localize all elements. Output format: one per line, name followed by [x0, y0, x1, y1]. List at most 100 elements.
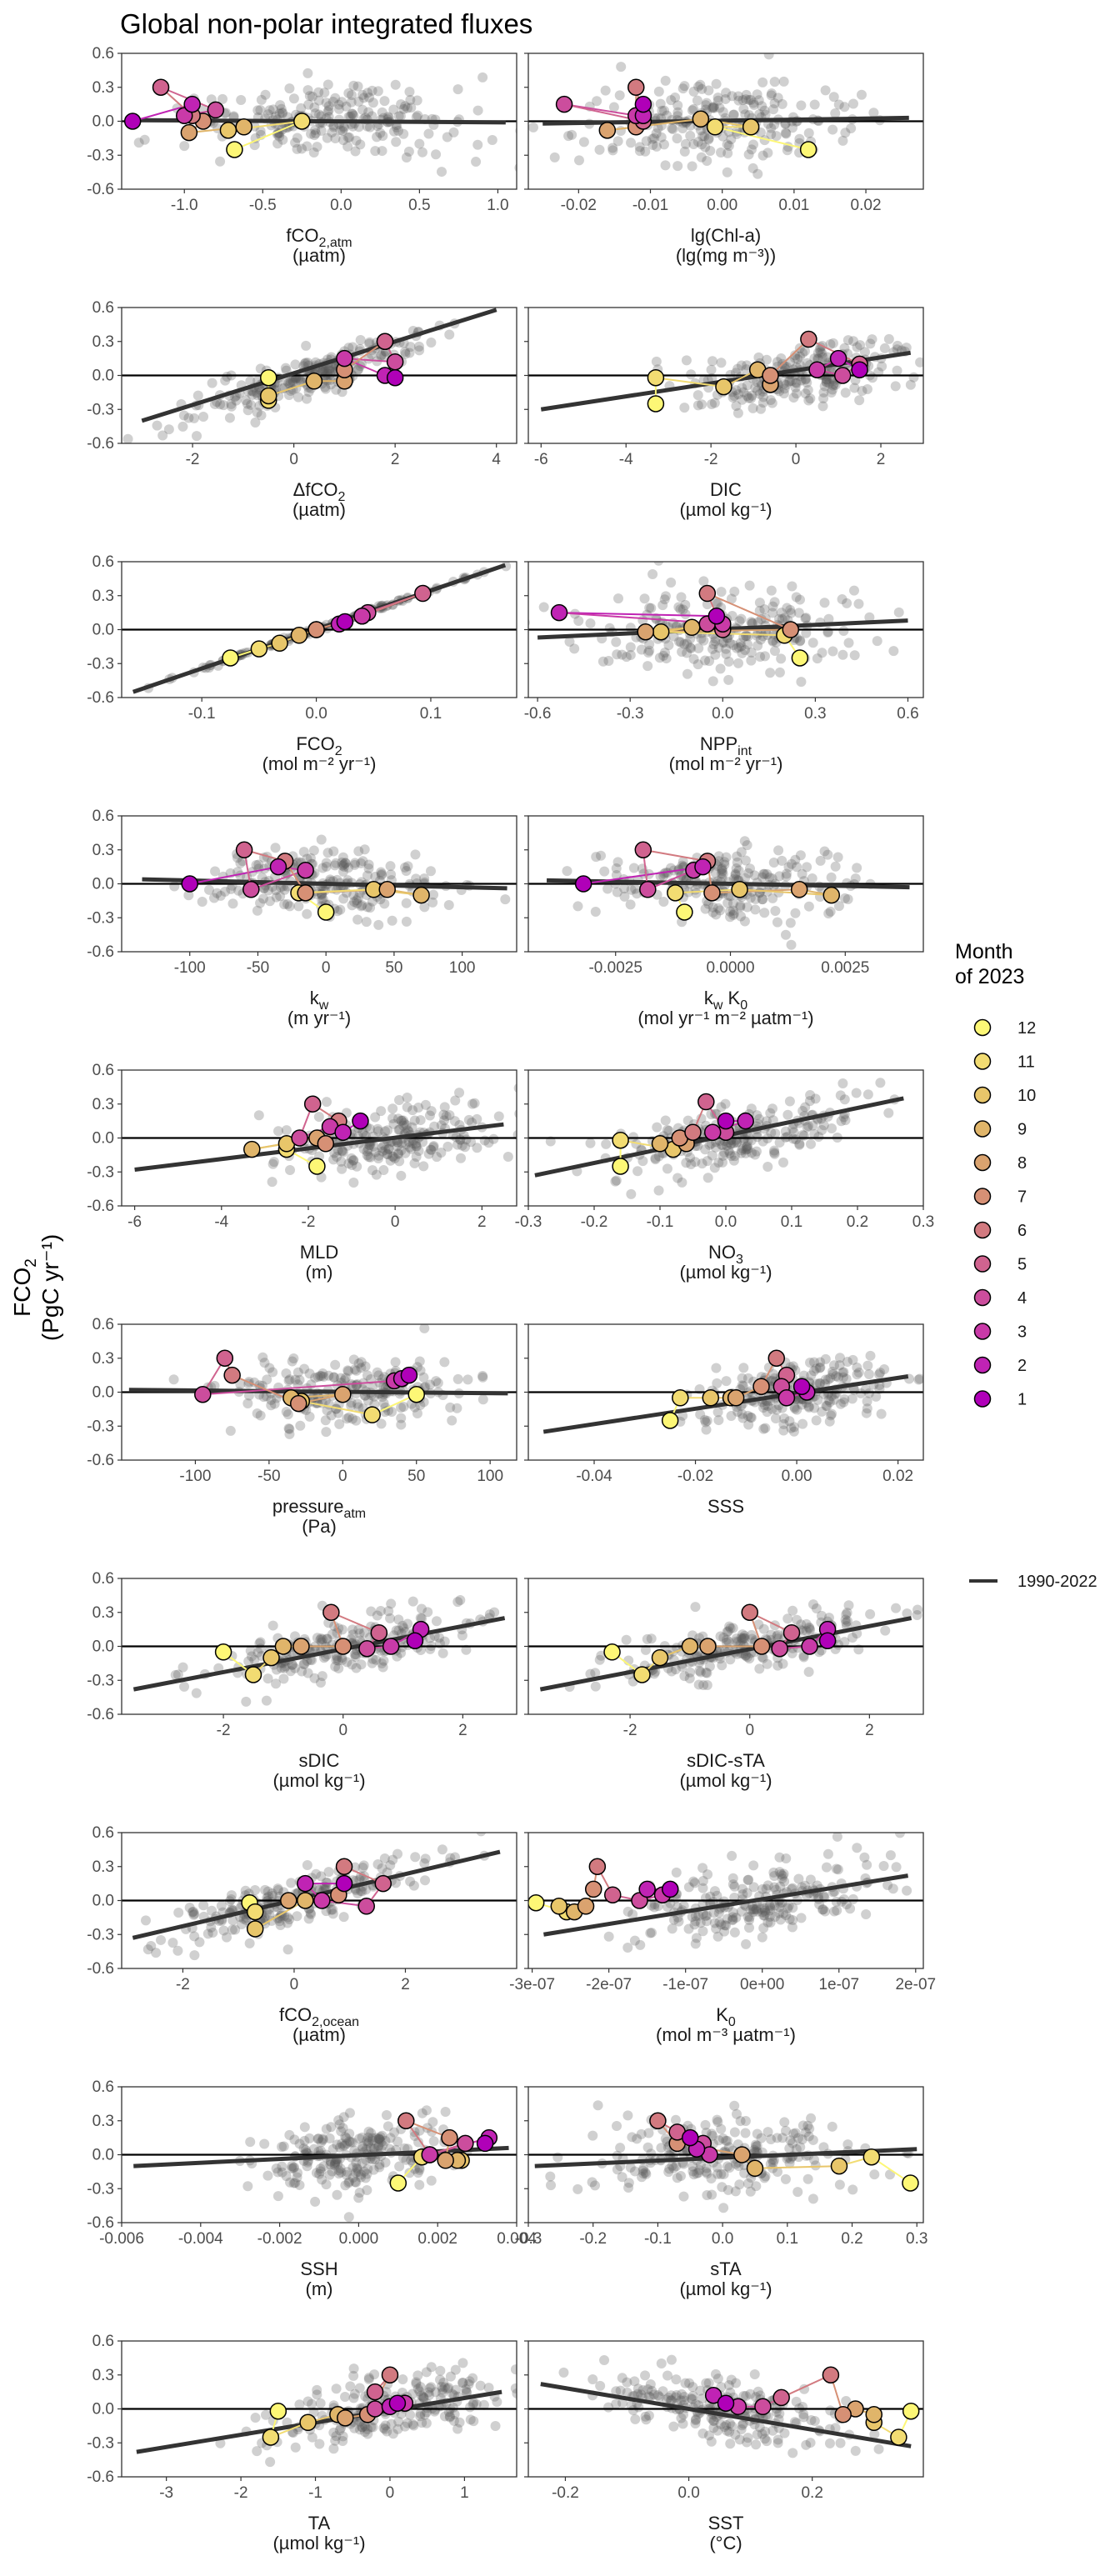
cloud-point	[891, 1603, 902, 1613]
y-tick-label: -0.3	[87, 1418, 114, 1435]
cloud-point	[526, 1380, 536, 1390]
cloud-point	[323, 1867, 334, 1878]
cloud-point	[288, 93, 299, 104]
cloud-point	[650, 1153, 661, 1163]
cloud-point	[758, 398, 768, 408]
cloud-point	[364, 338, 375, 349]
cloud-point	[752, 2128, 762, 2139]
cloud-point	[414, 2125, 425, 2136]
panel-border	[528, 307, 924, 444]
x-tick-label: 0	[386, 2484, 395, 2502]
cloud-point	[685, 643, 696, 653]
x-tick-label: -0.1	[188, 705, 216, 723]
cloud-point	[281, 1368, 292, 1378]
y-tick-label: -0.6	[87, 943, 114, 961]
cloud-point	[797, 2134, 808, 2145]
cloud-point	[788, 1605, 798, 1616]
cloud-point	[735, 902, 746, 913]
cloud-point	[788, 393, 799, 403]
x-tick-label: 0	[322, 959, 331, 977]
cloud-point	[766, 1629, 777, 1640]
cloud-point	[400, 1627, 411, 1638]
cloud-point	[338, 1912, 349, 1923]
cloud-point	[787, 1648, 798, 1658]
cloud-point	[742, 1911, 753, 1922]
cloud-point	[743, 94, 754, 105]
cloud-point	[281, 2171, 292, 2182]
cloud-point	[348, 2162, 358, 2173]
cloud-point	[645, 1928, 656, 1938]
cloud-point	[346, 1400, 357, 1411]
cloud-point	[955, 1614, 965, 1624]
cloud-point	[701, 1916, 712, 1927]
cloud-point	[325, 374, 336, 385]
cloud-point	[394, 2161, 405, 2172]
cloud-point	[690, 1602, 701, 1613]
cloud-point	[280, 363, 291, 373]
cloud-point	[404, 2168, 415, 2178]
cloud-point	[876, 1408, 887, 1419]
cloud-point	[348, 890, 359, 901]
cloud-point	[702, 98, 712, 108]
cloud-point	[374, 2159, 385, 2170]
cloud-point	[801, 613, 812, 623]
cloud-point	[864, 612, 875, 623]
cloud-point	[312, 2389, 322, 2400]
cloud-point	[399, 862, 410, 873]
month-point-12	[791, 649, 809, 667]
cloud-point	[564, 636, 575, 647]
cloud-point	[255, 1637, 266, 1648]
cloud-point	[819, 381, 830, 392]
month-point-5	[376, 333, 394, 350]
cloud-point	[748, 1882, 759, 1893]
cloud-point	[724, 1621, 735, 1632]
cloud-point	[737, 1634, 748, 1645]
cloud-point	[414, 2386, 425, 2397]
month-point-7	[441, 2128, 458, 2147]
cloud-point	[721, 1637, 732, 1648]
cloud-point	[306, 128, 317, 139]
cloud-point	[762, 1880, 773, 1891]
cloud-point	[840, 388, 851, 398]
cloud-point	[745, 1412, 756, 1423]
cloud-point	[288, 2163, 299, 2173]
cloud-point	[468, 2398, 479, 2408]
cloud-point	[443, 900, 454, 911]
cloud-point	[657, 105, 668, 116]
cloud-point	[798, 1418, 808, 1429]
cloud-point	[284, 1428, 295, 1439]
x-axis-title-sub: 3	[736, 1253, 743, 1267]
month-point-1	[634, 95, 652, 113]
month-point-6	[768, 1349, 786, 1367]
cloud-point	[264, 1909, 275, 1920]
cloud-point	[649, 1899, 660, 1910]
cloud-point	[353, 2193, 364, 2203]
cloud-point	[738, 103, 749, 114]
cloud-point	[297, 143, 308, 154]
cloud-point	[692, 95, 702, 106]
cloud-point	[376, 1106, 387, 1117]
cloud-point	[839, 893, 850, 903]
x-tick-label: -0.1	[644, 2230, 672, 2248]
x-tick-label: 0	[338, 1722, 348, 1739]
cloud-point	[754, 605, 765, 616]
y-tick-label: -0.6	[87, 2468, 114, 2486]
cloud-point	[673, 602, 684, 613]
cloud-point	[246, 399, 257, 410]
month-path-segment	[607, 118, 701, 132]
cloud-point	[628, 863, 639, 873]
cloud-point	[168, 1374, 179, 1385]
cloud-point	[330, 2156, 341, 2167]
month-point-8	[437, 2152, 454, 2169]
cloud-point	[666, 577, 677, 588]
cloud-point	[663, 1125, 674, 1136]
cloud-point	[848, 1893, 858, 1904]
cloud-point	[688, 86, 699, 97]
cloud-point	[722, 2184, 733, 2195]
month-point-11	[667, 884, 684, 902]
cloud-point	[716, 1102, 727, 1113]
cloud-point	[327, 2166, 338, 2177]
cloud-point	[851, 1088, 862, 1098]
cloud-point	[789, 1403, 800, 1414]
cloud-point	[353, 364, 364, 375]
